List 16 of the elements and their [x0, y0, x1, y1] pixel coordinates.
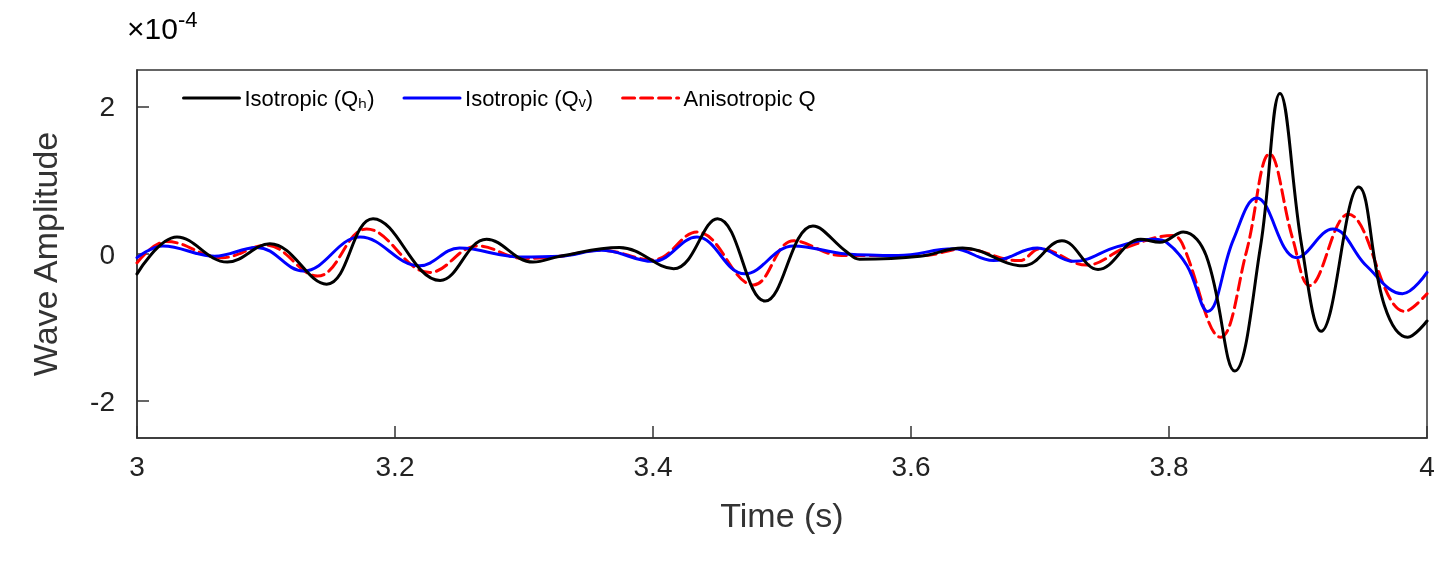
- legend-label: Anisotropic Q: [683, 85, 816, 111]
- line-series: [135, 152, 1429, 339]
- x-tick-label: 3: [129, 450, 145, 482]
- x-tick-label: 3.4: [633, 450, 673, 482]
- x-axis-title: Time (s): [720, 496, 844, 534]
- x-tick-label: 3.8: [1149, 450, 1189, 482]
- legend-label: Isotropic (Qᵥ): [465, 85, 594, 111]
- x-tick-label: 4: [1419, 450, 1435, 482]
- y-tick-label: 2: [99, 91, 115, 123]
- x-tick-label: 3.6: [891, 450, 931, 482]
- line-series: [135, 92, 1429, 373]
- y-tick-label: -2: [90, 385, 115, 417]
- legend-label: Isotropic (Qₕ): [244, 85, 375, 111]
- y-tick-label: 0: [99, 238, 115, 270]
- x-tick-label: 3.2: [375, 450, 415, 482]
- y-axis-title: Wave Amplitude: [26, 131, 64, 377]
